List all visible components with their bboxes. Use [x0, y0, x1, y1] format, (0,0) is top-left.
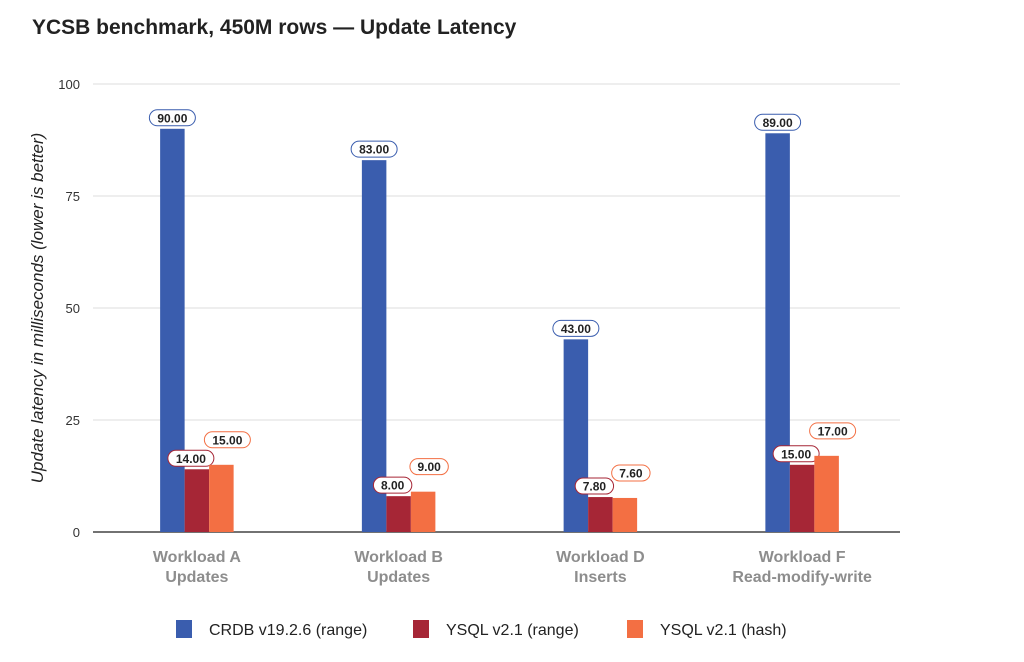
- y-tick-label: 25: [66, 413, 80, 428]
- bar: [588, 497, 613, 532]
- data-label-box: [611, 464, 651, 482]
- y-tick-label: 50: [66, 301, 80, 316]
- legend-label: YSQL v2.1 (range): [446, 622, 579, 639]
- legend-label: YSQL v2.1 (hash): [660, 622, 787, 639]
- chart-title: YCSB benchmark, 450M rows — Update Laten…: [32, 16, 517, 39]
- data-label: 8.00: [381, 479, 405, 493]
- x-tick-label: Inserts: [574, 569, 627, 586]
- bar: [765, 133, 790, 532]
- data-label-box: [552, 319, 600, 337]
- y-tick-label: 100: [58, 77, 80, 92]
- bar: [789, 464, 815, 532]
- data-label-box: [772, 445, 820, 463]
- bar: [410, 491, 436, 532]
- x-tick-label: Updates: [367, 569, 430, 586]
- x-tick-label: Workload B: [354, 549, 443, 566]
- data-label-box: [809, 422, 857, 440]
- bar: [209, 464, 234, 532]
- bar: [361, 160, 387, 532]
- y-axis-label: Update latency in milliseconds (lower is…: [28, 133, 47, 484]
- data-label-box: [350, 140, 398, 158]
- bar: [563, 339, 589, 532]
- data-label: 9.00: [417, 460, 441, 474]
- y-tick-label: 75: [66, 189, 80, 204]
- data-label: 43.00: [561, 322, 591, 336]
- x-tick-label: Workload D: [556, 549, 645, 566]
- data-label-box: [148, 109, 196, 127]
- data-label: 17.00: [818, 424, 848, 438]
- data-label: 15.00: [781, 447, 811, 461]
- legend-swatch: [413, 620, 429, 638]
- data-label-box: [203, 431, 251, 449]
- data-label: 7.80: [583, 480, 607, 494]
- x-tick-label: Workload F: [759, 549, 846, 566]
- bar: [612, 497, 638, 532]
- legend-swatch: [627, 620, 643, 638]
- data-label-box: [372, 476, 413, 494]
- data-label: 83.00: [359, 143, 389, 157]
- data-label-box: [754, 113, 802, 131]
- data-label-box: [167, 449, 215, 467]
- data-label: 90.00: [157, 111, 187, 125]
- bar: [160, 128, 185, 533]
- x-tick-label: Read-modify-write: [732, 569, 872, 586]
- legend-label: CRDB v19.2.6 (range): [209, 622, 367, 639]
- x-tick-label: Updates: [165, 569, 228, 586]
- data-label: 7.60: [619, 466, 643, 480]
- bar: [814, 455, 839, 532]
- data-label: 15.00: [212, 433, 242, 447]
- bar: [386, 496, 411, 532]
- legend-swatch: [176, 620, 192, 638]
- bar: [184, 469, 210, 532]
- data-label: 89.00: [763, 116, 793, 130]
- data-label: 14.00: [176, 452, 206, 466]
- y-tick-label: 0: [73, 525, 80, 540]
- data-label-box: [574, 477, 615, 495]
- x-tick-label: Workload A: [153, 549, 241, 566]
- data-label-box: [409, 458, 449, 476]
